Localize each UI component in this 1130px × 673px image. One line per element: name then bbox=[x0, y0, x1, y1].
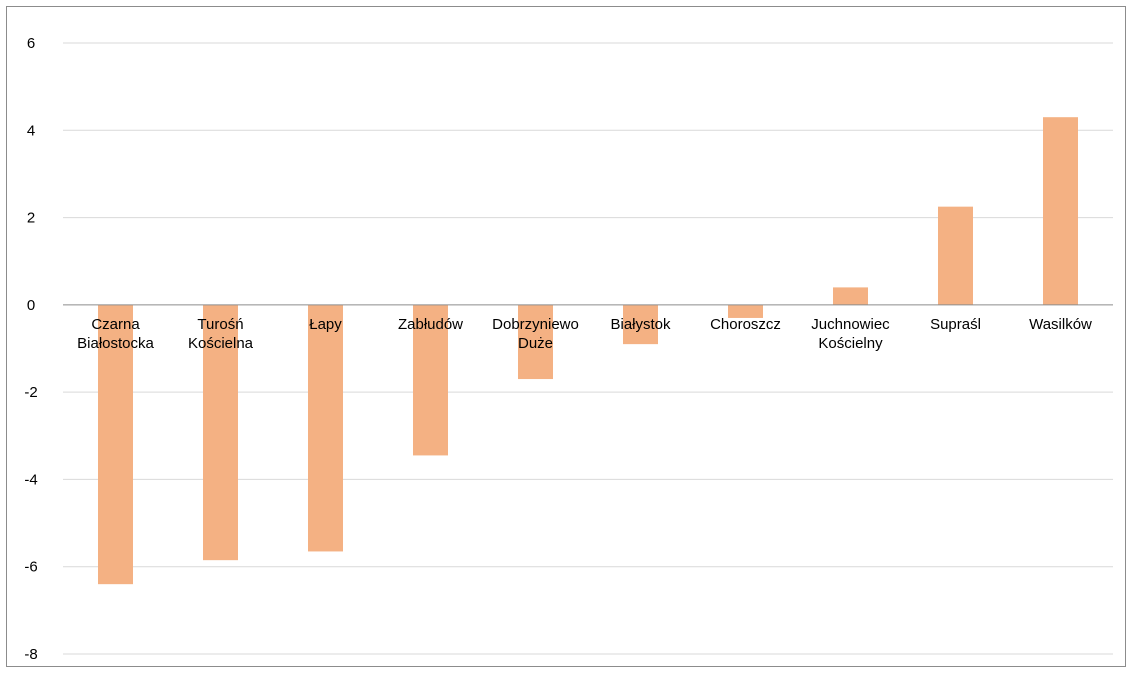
y-tick-label: -6 bbox=[24, 559, 37, 576]
category-label: Supraśl bbox=[930, 316, 981, 333]
y-axis-tick-labels: 6 4 2 0 -2 -4 -6 -8 bbox=[24, 35, 37, 663]
y-tick-label: -4 bbox=[24, 471, 37, 488]
bar bbox=[308, 304, 343, 552]
bar bbox=[833, 287, 868, 305]
bar bbox=[413, 304, 448, 456]
y-tick-label: 2 bbox=[27, 210, 35, 227]
chart-frame: 6 4 2 0 -2 -4 -6 -8 Czarna Białostocka Turośń Kośc… bbox=[6, 6, 1126, 667]
bar bbox=[98, 304, 133, 585]
bar bbox=[518, 304, 553, 380]
y-tick-label: -8 bbox=[24, 646, 37, 663]
category-label: Czarna Białostocka bbox=[77, 316, 154, 352]
category-label: Turośń Kościelna bbox=[188, 316, 254, 352]
y-tick-label: 0 bbox=[27, 297, 35, 314]
category-label: Juchnowiec Kościelny bbox=[811, 316, 890, 352]
bar bbox=[203, 304, 238, 561]
y-tick-label: 6 bbox=[27, 35, 35, 52]
category-label: Wasilków bbox=[1029, 316, 1092, 333]
bar-chart: 6 4 2 0 -2 -4 -6 -8 Czarna Białostocka Turośń Kośc… bbox=[24, 35, 1113, 663]
y-tick-label: -2 bbox=[24, 384, 37, 401]
bar bbox=[728, 304, 763, 318]
y-tick-label: 4 bbox=[27, 122, 35, 139]
category-label: Łapy bbox=[309, 316, 342, 333]
bars bbox=[98, 117, 1078, 585]
category-label: Choroszcz bbox=[710, 316, 781, 333]
category-label: Dobrzyniewo Duże bbox=[492, 316, 579, 352]
category-label: Białystok bbox=[610, 316, 671, 333]
bar bbox=[1043, 117, 1078, 305]
category-label: Zabłudów bbox=[398, 316, 463, 333]
category-labels: Czarna Białostocka Turośń Kościelna Łapy Zabł… bbox=[77, 316, 1092, 352]
bar bbox=[623, 304, 658, 345]
bar bbox=[938, 206, 973, 305]
